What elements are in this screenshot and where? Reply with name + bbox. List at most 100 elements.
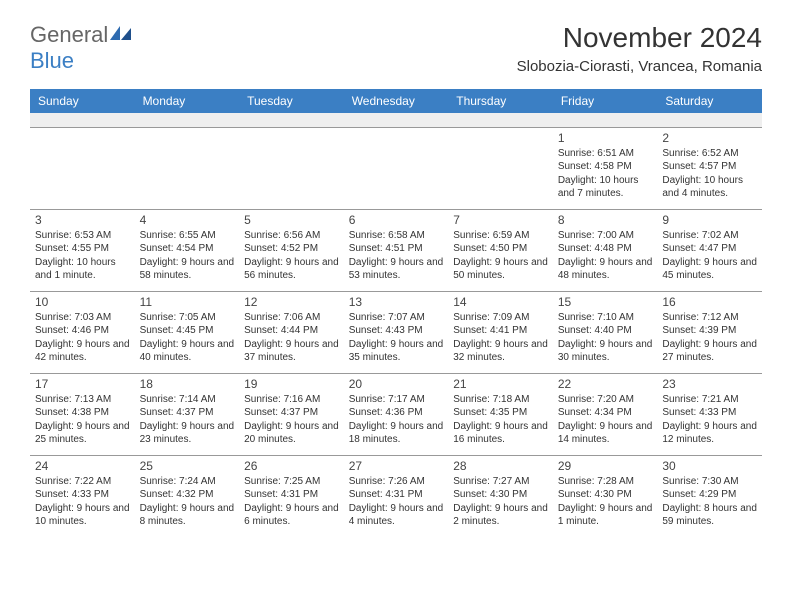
sunrise-text: Sunrise: 7:22 AM — [35, 475, 130, 489]
day-cell — [344, 127, 449, 209]
sunrise-text: Sunrise: 7:05 AM — [140, 311, 235, 325]
day-number: 4 — [140, 213, 235, 227]
daylight-text: Daylight: 9 hours and 42 minutes. — [35, 338, 130, 365]
sunset-text: Sunset: 4:36 PM — [349, 406, 444, 420]
day-number: 1 — [558, 131, 653, 145]
sunrise-text: Sunrise: 6:55 AM — [140, 229, 235, 243]
day-cell — [239, 127, 344, 209]
sunset-text: Sunset: 4:32 PM — [140, 488, 235, 502]
daylight-text: Daylight: 9 hours and 4 minutes. — [349, 502, 444, 529]
daylight-text: Daylight: 9 hours and 6 minutes. — [244, 502, 339, 529]
sunset-text: Sunset: 4:58 PM — [558, 160, 653, 174]
sunrise-text: Sunrise: 7:02 AM — [662, 229, 757, 243]
day-cell: 8Sunrise: 7:00 AMSunset: 4:48 PMDaylight… — [553, 209, 658, 291]
sunset-text: Sunset: 4:45 PM — [140, 324, 235, 338]
day-number: 13 — [349, 295, 444, 309]
daylight-text: Daylight: 9 hours and 27 minutes. — [662, 338, 757, 365]
brand-part2: Blue — [30, 48, 74, 73]
sunrise-text: Sunrise: 6:51 AM — [558, 147, 653, 161]
daylight-text: Daylight: 9 hours and 25 minutes. — [35, 420, 130, 447]
sunset-text: Sunset: 4:38 PM — [35, 406, 130, 420]
sunset-text: Sunset: 4:48 PM — [558, 242, 653, 256]
day-cell: 29Sunrise: 7:28 AMSunset: 4:30 PMDayligh… — [553, 455, 658, 537]
daylight-text: Daylight: 9 hours and 35 minutes. — [349, 338, 444, 365]
day-cell: 22Sunrise: 7:20 AMSunset: 4:34 PMDayligh… — [553, 373, 658, 455]
daylight-text: Daylight: 9 hours and 2 minutes. — [453, 502, 548, 529]
day-header: Thursday — [448, 89, 553, 113]
day-number: 15 — [558, 295, 653, 309]
day-number: 8 — [558, 213, 653, 227]
day-cell: 28Sunrise: 7:27 AMSunset: 4:30 PMDayligh… — [448, 455, 553, 537]
sunrise-text: Sunrise: 7:24 AM — [140, 475, 235, 489]
daylight-text: Daylight: 9 hours and 53 minutes. — [349, 256, 444, 283]
sunrise-text: Sunrise: 7:27 AM — [453, 475, 548, 489]
sunset-text: Sunset: 4:39 PM — [662, 324, 757, 338]
day-number: 14 — [453, 295, 548, 309]
sunrise-text: Sunrise: 7:17 AM — [349, 393, 444, 407]
day-cell: 18Sunrise: 7:14 AMSunset: 4:37 PMDayligh… — [135, 373, 240, 455]
sunrise-text: Sunrise: 7:09 AM — [453, 311, 548, 325]
day-number: 23 — [662, 377, 757, 391]
title-block: November 2024 Slobozia-Ciorasti, Vrancea… — [517, 22, 762, 75]
day-cell: 27Sunrise: 7:26 AMSunset: 4:31 PMDayligh… — [344, 455, 449, 537]
day-header: Tuesday — [239, 89, 344, 113]
sunrise-text: Sunrise: 7:30 AM — [662, 475, 757, 489]
sunrise-text: Sunrise: 7:28 AM — [558, 475, 653, 489]
daylight-text: Daylight: 9 hours and 8 minutes. — [140, 502, 235, 529]
sunrise-text: Sunrise: 7:20 AM — [558, 393, 653, 407]
day-header: Wednesday — [344, 89, 449, 113]
day-cell: 15Sunrise: 7:10 AMSunset: 4:40 PMDayligh… — [553, 291, 658, 373]
day-number: 11 — [140, 295, 235, 309]
day-cell: 25Sunrise: 7:24 AMSunset: 4:32 PMDayligh… — [135, 455, 240, 537]
day-cell: 4 Sunrise: 6:55 AMSunset: 4:54 PMDaylight… — [135, 209, 240, 291]
day-cell: 9Sunrise: 7:02 AMSunset: 4:47 PMDaylight… — [657, 209, 762, 291]
daylight-text: Daylight: 9 hours and 14 minutes. — [558, 420, 653, 447]
day-cell: 17 Sunrise: 7:13 AMSunset: 4:38 PMDayligh… — [30, 373, 135, 455]
day-number: 30 — [662, 459, 757, 473]
sunset-text: Sunset: 4:37 PM — [244, 406, 339, 420]
sunrise-text: Sunrise: 7:18 AM — [453, 393, 548, 407]
sunset-text: Sunset: 4:29 PM — [662, 488, 757, 502]
sunset-text: Sunset: 4:57 PM — [662, 160, 757, 174]
day-number: 7 — [453, 213, 548, 227]
day-header: Saturday — [657, 89, 762, 113]
sunrise-text: Sunrise: 6:58 AM — [349, 229, 444, 243]
sunrise-text: Sunrise: 6:53 AM — [35, 229, 130, 243]
sunset-text: Sunset: 4:50 PM — [453, 242, 548, 256]
daylight-text: Daylight: 9 hours and 23 minutes. — [140, 420, 235, 447]
day-cell: 11Sunrise: 7:05 AMSunset: 4:45 PMDayligh… — [135, 291, 240, 373]
day-cell: 7Sunrise: 6:59 AMSunset: 4:50 PMDaylight… — [448, 209, 553, 291]
daylight-text: Daylight: 9 hours and 58 minutes. — [140, 256, 235, 283]
day-number: 5 — [244, 213, 339, 227]
daylight-text: Daylight: 9 hours and 32 minutes. — [453, 338, 548, 365]
sunset-text: Sunset: 4:40 PM — [558, 324, 653, 338]
sunrise-text: Sunrise: 7:03 AM — [35, 311, 130, 325]
day-number: 21 — [453, 377, 548, 391]
day-number: 16 — [662, 295, 757, 309]
day-number: 2 — [662, 131, 757, 145]
day-number: 28 — [453, 459, 548, 473]
day-cell: 16 Sunrise: 7:12 AMSunset: 4:39 PMDayligh… — [657, 291, 762, 373]
day-header-row: SundayMondayTuesdayWednesdayThursdayFrid… — [30, 89, 762, 113]
sunset-text: Sunset: 4:43 PM — [349, 324, 444, 338]
sunset-text: Sunset: 4:35 PM — [453, 406, 548, 420]
sunrise-text: Sunrise: 7:12 AM — [662, 311, 757, 325]
day-cell: 2Sunrise: 6:52 AMSunset: 4:57 PMDaylight… — [657, 127, 762, 209]
sunset-text: Sunset: 4:34 PM — [558, 406, 653, 420]
day-cell: 26Sunrise: 7:25 AMSunset: 4:31 PMDayligh… — [239, 455, 344, 537]
sunrise-text: Sunrise: 7:21 AM — [662, 393, 757, 407]
sunset-text: Sunset: 4:54 PM — [140, 242, 235, 256]
sunset-text: Sunset: 4:44 PM — [244, 324, 339, 338]
day-cell: 12Sunrise: 7:06 AMSunset: 4:44 PMDayligh… — [239, 291, 344, 373]
sunrise-text: Sunrise: 7:06 AM — [244, 311, 339, 325]
daylight-text: Daylight: 10 hours and 7 minutes. — [558, 174, 653, 201]
day-cell: 20Sunrise: 7:17 AMSunset: 4:36 PMDayligh… — [344, 373, 449, 455]
day-number: 17 — [35, 377, 130, 391]
sunset-text: Sunset: 4:31 PM — [349, 488, 444, 502]
day-cell: 21Sunrise: 7:18 AMSunset: 4:35 PMDayligh… — [448, 373, 553, 455]
sunrise-text: Sunrise: 7:13 AM — [35, 393, 130, 407]
sunrise-text: Sunrise: 6:52 AM — [662, 147, 757, 161]
day-header: Monday — [135, 89, 240, 113]
week-row: 1 Sunrise: 6:51 AMSunset: 4:58 PMDaylight… — [30, 127, 762, 209]
day-header: Sunday — [30, 89, 135, 113]
